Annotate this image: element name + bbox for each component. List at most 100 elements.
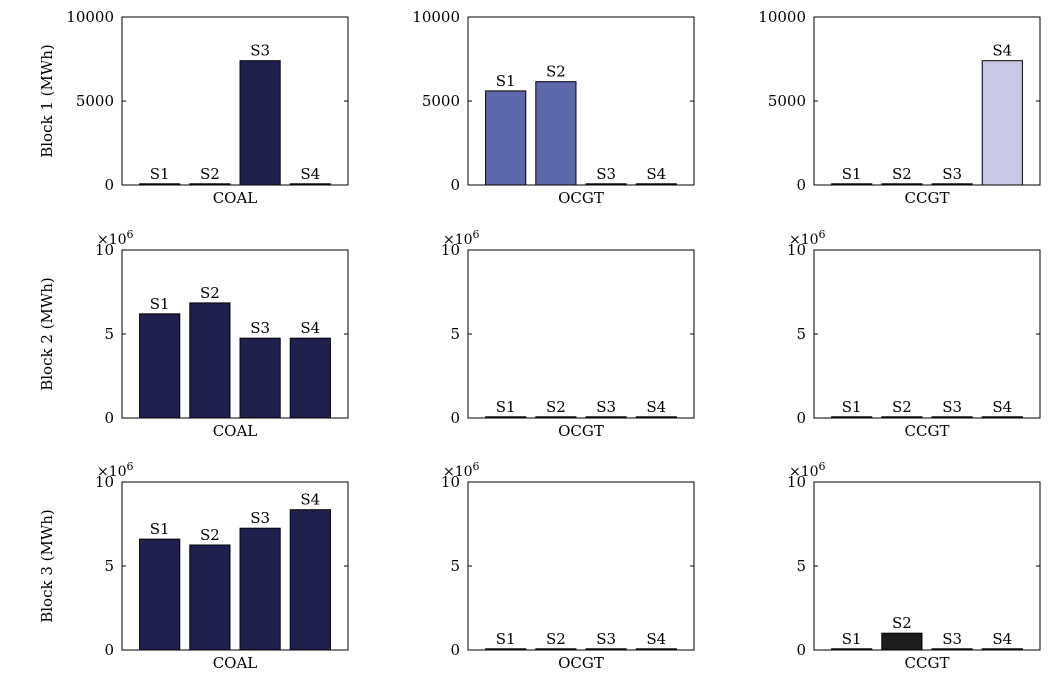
chart-panel-5: S1 S2 S3 S4 0 5 10×106 OCGT xyxy=(441,228,695,440)
y-exponent-power: 6 xyxy=(819,228,826,241)
bar-label-s4: S4 xyxy=(300,319,320,337)
bar-label-s1: S1 xyxy=(150,520,170,538)
bar-label-s4: S4 xyxy=(300,491,320,509)
y-tick-label: 10 xyxy=(95,241,114,259)
y-tick-label: 0 xyxy=(450,176,460,194)
bar-label-s2: S2 xyxy=(546,63,566,81)
y-tick-label: 5 xyxy=(104,325,114,343)
bar-label-s1: S1 xyxy=(150,295,170,313)
x-axis-label: COAL xyxy=(213,422,258,440)
chart-panel-2: S1 S2 S3 S4 0 5000 10000 OCGT xyxy=(412,8,695,207)
bar-label-s1: S1 xyxy=(842,398,862,416)
bar-label-s2: S2 xyxy=(546,630,566,648)
y-axis-label: Block 2 (MWh) xyxy=(38,277,56,391)
bar-s2 xyxy=(535,81,577,186)
y-tick-label: 10 xyxy=(441,241,460,259)
y-tick-label: 10 xyxy=(787,241,806,259)
bar-label-s3: S3 xyxy=(596,165,616,183)
bar-label-s4: S4 xyxy=(992,630,1012,648)
y-tick-label: 0 xyxy=(450,409,460,427)
bar-s4 xyxy=(289,509,331,651)
bar-label-s2: S2 xyxy=(200,284,220,302)
bar-label-s2: S2 xyxy=(892,398,912,416)
bar-label-s1: S1 xyxy=(496,630,516,648)
y-exponent-label: ×106 xyxy=(789,460,826,480)
y-exponent-power: 6 xyxy=(473,228,480,241)
bar-s1 xyxy=(139,538,181,651)
y-exponent-label: ×106 xyxy=(97,460,134,480)
bar-s4 xyxy=(981,60,1023,186)
y-tick-label: 10 xyxy=(95,473,114,491)
bar-label-s2: S2 xyxy=(892,165,912,183)
y-exponent-label: ×106 xyxy=(443,460,480,480)
bar-s3 xyxy=(239,527,281,651)
y-tick-label: 5 xyxy=(796,557,806,575)
bar-label-s1: S1 xyxy=(496,398,516,416)
y-exponent-power: 6 xyxy=(473,460,480,473)
bar-s3 xyxy=(239,60,281,186)
x-axis-label: CCGT xyxy=(905,422,950,440)
chart-panel-3: S1 S2 S3 S4 0 5000 10000 CCGT xyxy=(758,8,1041,207)
y-tick-label: 5000 xyxy=(768,92,806,110)
y-tick-label: 10000 xyxy=(412,8,460,26)
y-tick-label: 0 xyxy=(450,641,460,659)
bar-s3 xyxy=(239,337,281,419)
chart-panel-9: S1 S2 S3 S4 0 5 10×106 CCGT xyxy=(787,460,1041,672)
bar-label-s3: S3 xyxy=(250,42,270,60)
y-tick-label: 10 xyxy=(787,473,806,491)
axes-frame xyxy=(467,481,695,651)
y-tick-label: 5 xyxy=(450,325,460,343)
bar-label-s1: S1 xyxy=(496,72,516,90)
chart-panel-4: S1 S2 S3 S4 0 5 10×106 COAL Block 2 (MWh) xyxy=(38,228,349,440)
x-axis-label: CCGT xyxy=(905,654,950,672)
axes-frame xyxy=(813,249,1041,419)
y-exponent-label: ×106 xyxy=(443,228,480,248)
bar-s2 xyxy=(881,632,923,651)
chart-panel-7: S1 S2 S3 S4 0 5 10×106 COAL Block 3 (MWh) xyxy=(38,460,349,672)
y-tick-label: 0 xyxy=(796,409,806,427)
bar-s1 xyxy=(485,90,527,186)
bar-s1 xyxy=(139,313,181,419)
bar-label-s4: S4 xyxy=(646,398,666,416)
bar-label-s2: S2 xyxy=(200,526,220,544)
bar-label-s3: S3 xyxy=(942,630,962,648)
y-tick-label: 5000 xyxy=(76,92,114,110)
bar-label-s1: S1 xyxy=(842,630,862,648)
bar-label-s4: S4 xyxy=(992,398,1012,416)
y-tick-label: 10000 xyxy=(758,8,806,26)
y-tick-label: 10 xyxy=(441,473,460,491)
bar-label-s2: S2 xyxy=(200,165,220,183)
y-exponent-power: 6 xyxy=(127,228,134,241)
bar-label-s3: S3 xyxy=(942,165,962,183)
y-tick-label: 0 xyxy=(796,176,806,194)
x-axis-label: OCGT xyxy=(558,422,604,440)
y-tick-label: 0 xyxy=(796,641,806,659)
bar-label-s4: S4 xyxy=(300,165,320,183)
y-tick-label: 5000 xyxy=(422,92,460,110)
y-tick-label: 5 xyxy=(104,557,114,575)
axes-frame xyxy=(121,16,349,186)
y-exponent-power: 6 xyxy=(819,460,826,473)
y-exponent-base: ×10 xyxy=(789,232,819,248)
y-tick-label: 5 xyxy=(450,557,460,575)
x-axis-label: OCGT xyxy=(558,654,604,672)
bar-label-s1: S1 xyxy=(150,165,170,183)
y-exponent-power: 6 xyxy=(127,460,134,473)
y-tick-label: 0 xyxy=(104,641,114,659)
bar-s2 xyxy=(189,544,231,651)
bar-label-s1: S1 xyxy=(842,165,862,183)
bar-label-s2: S2 xyxy=(546,398,566,416)
y-exponent-base: ×10 xyxy=(97,232,127,248)
axes-frame xyxy=(813,481,1041,651)
bar-label-s3: S3 xyxy=(596,398,616,416)
y-exponent-label: ×106 xyxy=(97,228,134,248)
bar-label-s3: S3 xyxy=(596,630,616,648)
bar-label-s2: S2 xyxy=(892,614,912,632)
y-exponent-base: ×10 xyxy=(443,464,473,480)
x-axis-label: COAL xyxy=(213,654,258,672)
x-axis-label: COAL xyxy=(213,189,258,207)
y-axis-label: Block 1 (MWh) xyxy=(38,44,56,158)
y-exponent-base: ×10 xyxy=(443,232,473,248)
bar-label-s4: S4 xyxy=(646,165,666,183)
y-tick-label: 10000 xyxy=(66,8,114,26)
